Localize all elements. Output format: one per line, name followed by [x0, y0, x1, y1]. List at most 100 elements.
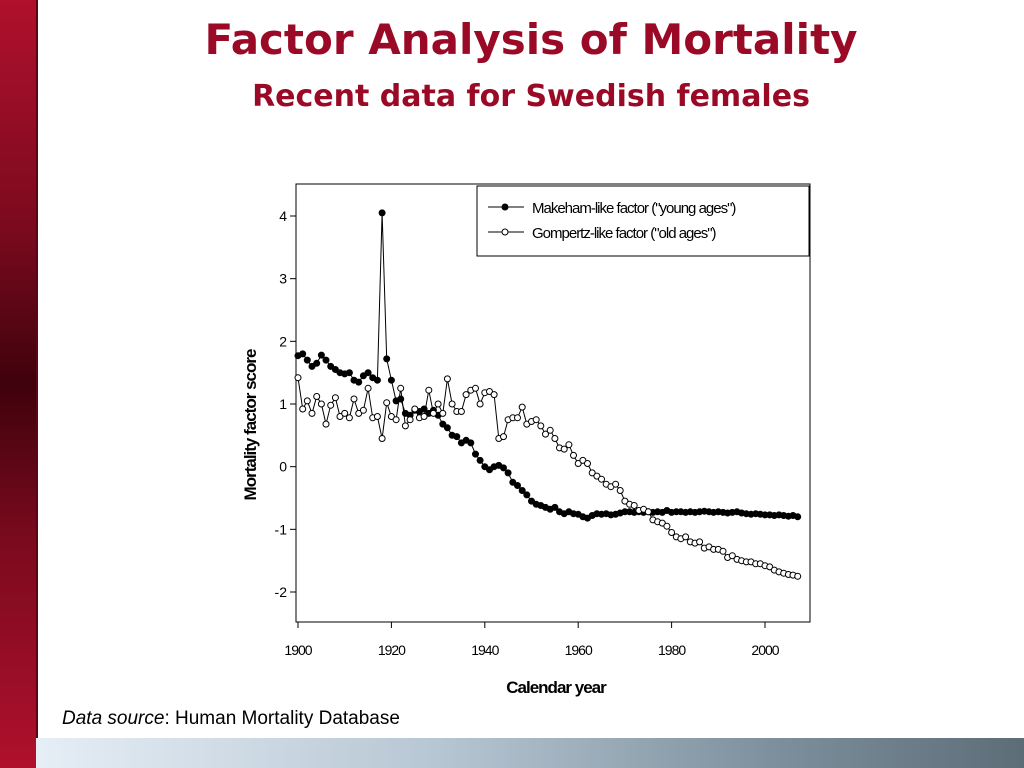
legend-marker-gompertz	[501, 228, 509, 236]
y-tick-label: 3	[279, 271, 287, 287]
data-point	[476, 400, 484, 408]
data-point	[551, 435, 559, 442]
data-point	[420, 413, 428, 420]
data-point	[308, 409, 316, 417]
data-point	[327, 362, 335, 370]
legend-marker-makeham	[501, 203, 509, 211]
data-source-note: Data source: Human Mortality Database	[62, 708, 400, 730]
data-point	[317, 351, 325, 359]
data-point	[532, 416, 540, 424]
data-point	[588, 469, 596, 477]
x-tick-label: 1980	[658, 642, 686, 658]
series-line	[297, 377, 798, 577]
data-point	[481, 463, 489, 471]
data-point	[364, 384, 372, 392]
data-point	[668, 529, 676, 536]
data-point	[546, 426, 554, 434]
data-point	[303, 397, 311, 405]
data-point	[443, 375, 451, 383]
data-point	[308, 362, 316, 370]
data-point	[322, 420, 330, 428]
data-point	[570, 451, 577, 459]
y-tick-label: 4	[279, 208, 287, 224]
data-point	[317, 400, 325, 408]
data-point	[630, 502, 638, 509]
data-point	[500, 433, 507, 441]
data-point	[355, 409, 363, 417]
data-point	[644, 508, 652, 516]
bottom-decorative-bar	[36, 738, 1024, 768]
data-point	[490, 391, 498, 399]
series-gompertz	[294, 374, 802, 580]
data-point	[359, 372, 367, 380]
y-tick-label: -2	[275, 584, 288, 600]
data-source-label: Data source	[62, 708, 165, 729]
data-point	[392, 416, 400, 424]
data-point	[509, 478, 517, 486]
data-point	[794, 513, 802, 521]
data-point	[476, 456, 484, 464]
data-point	[448, 400, 456, 408]
data-point	[621, 497, 629, 505]
data-point	[429, 409, 437, 417]
data-point	[472, 450, 479, 458]
data-point	[439, 420, 447, 428]
data-point	[794, 572, 802, 580]
data-point	[542, 430, 549, 438]
data-point	[560, 445, 568, 453]
data-point	[341, 409, 349, 417]
series-line	[297, 212, 798, 519]
data-point	[336, 413, 344, 420]
data-point	[523, 491, 531, 499]
left-decorative-bar	[0, 0, 36, 768]
legend-label-makeham: Makeham-like factor ("young ages")	[532, 200, 736, 217]
data-point	[378, 435, 386, 442]
data-point	[383, 355, 391, 363]
data-point	[766, 563, 774, 571]
data-point	[397, 384, 405, 392]
y-axis-label: Mortality factor score	[241, 349, 260, 500]
y-tick-label: 0	[279, 459, 287, 475]
legend: Makeham-like factor ("young ages") Gompe…	[476, 185, 810, 257]
x-axis-label: Calendar year	[506, 678, 607, 697]
data-point	[500, 464, 507, 472]
data-point	[406, 416, 414, 424]
y-tick-label: 1	[279, 396, 287, 412]
data-point	[612, 480, 620, 488]
data-point	[303, 356, 311, 364]
data-point	[514, 414, 521, 422]
data-point	[350, 395, 358, 403]
data-point	[453, 433, 461, 441]
data-point	[411, 405, 419, 413]
data-point	[565, 441, 573, 449]
plot-frame	[295, 183, 811, 623]
data-point	[443, 424, 451, 432]
legend-label-gompertz: Gompertz-like factor ("old ages")	[532, 225, 717, 242]
data-point	[294, 374, 302, 382]
data-point	[504, 469, 512, 477]
x-tick-label: 2000	[751, 642, 779, 658]
data-point	[728, 552, 736, 560]
data-point	[514, 482, 521, 489]
y-tick-label: 2	[279, 333, 287, 349]
data-point	[359, 406, 367, 414]
data-point	[584, 460, 591, 467]
data-point	[327, 401, 335, 409]
data-point	[457, 408, 465, 415]
data-point	[425, 386, 433, 394]
data-point	[313, 359, 321, 367]
data-point	[616, 487, 624, 494]
data-point	[462, 391, 470, 399]
data-point	[373, 376, 381, 384]
data-point	[551, 503, 559, 511]
x-tick-label: 1940	[471, 642, 499, 658]
data-point	[663, 522, 671, 530]
data-point	[373, 413, 381, 420]
slide-subtitle: Recent data for Swedish females	[252, 79, 810, 114]
data-point	[383, 399, 391, 407]
data-point	[518, 487, 526, 494]
data-point	[574, 460, 582, 467]
data-point	[345, 369, 353, 377]
series-layer	[294, 209, 802, 580]
